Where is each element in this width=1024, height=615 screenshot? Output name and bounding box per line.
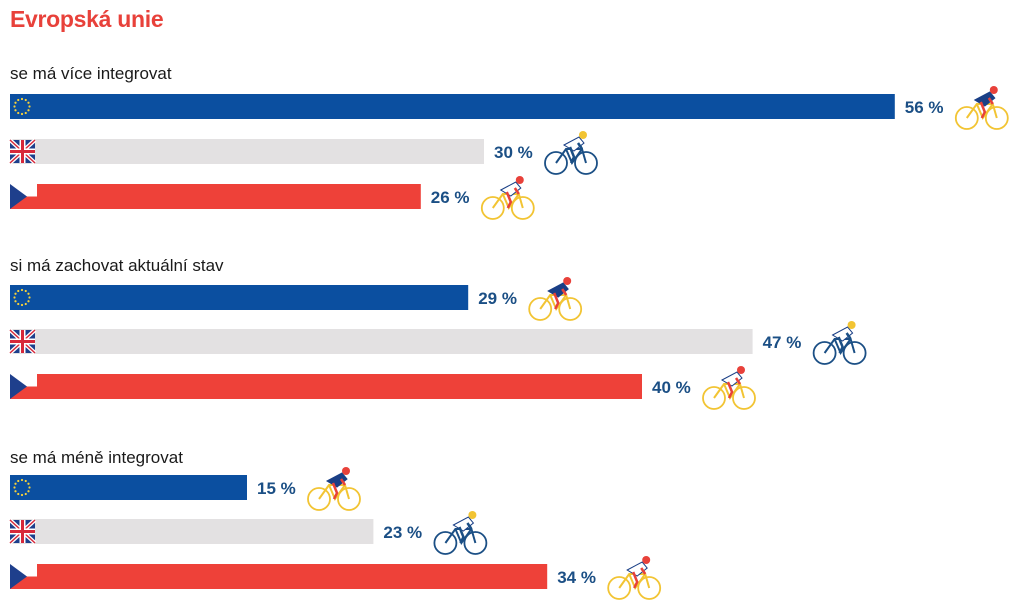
cz-flag-icon — [10, 564, 37, 589]
cz-flag-icon — [10, 184, 37, 209]
bar-uk-group-1 — [10, 139, 484, 164]
bar-cz-group-2 — [10, 374, 642, 399]
data-label: 40 % — [652, 378, 691, 397]
chart-title: Evropská unie — [10, 6, 164, 32]
eu-flag-icon — [13, 97, 31, 116]
cyclist-icon — [528, 277, 583, 321]
data-label: 15 % — [257, 479, 296, 498]
group-label-less-integration: se má méně integrovat — [10, 448, 183, 467]
data-label: 29 % — [478, 289, 517, 308]
data-label: 26 % — [431, 188, 470, 207]
cyclist-icon — [544, 131, 598, 175]
cyclist-icon — [607, 556, 662, 600]
group-label-more-integration: se má více integrovat — [10, 64, 172, 83]
group-label-keep-status: si má zachovat aktuální stav — [10, 256, 224, 275]
cyclist-icon — [812, 321, 867, 365]
data-label: 47 % — [763, 333, 802, 352]
uk-flag-icon — [8, 328, 37, 355]
bar-cz-group-1 — [10, 184, 421, 209]
bar-eu-group-1 — [10, 94, 895, 119]
bar-uk-group-2 — [10, 329, 753, 354]
cyclist-icon — [702, 366, 756, 410]
data-label: 56 % — [905, 98, 944, 117]
eu-flag-icon — [13, 288, 31, 307]
bar-cz-group-3 — [10, 564, 548, 589]
cyclist-icon — [954, 86, 1009, 130]
cyclist-icon — [480, 176, 535, 220]
cz-flag-icon — [10, 374, 37, 399]
eu-flag-icon — [13, 478, 31, 497]
cyclist-icon — [307, 467, 361, 511]
uk-flag-icon — [8, 518, 37, 545]
data-label: 30 % — [494, 143, 533, 162]
cyclist-icon — [433, 511, 488, 555]
uk-flag-icon — [8, 138, 37, 165]
data-label: 23 % — [383, 523, 422, 542]
bar-eu-group-2 — [10, 285, 469, 310]
bar-uk-group-3 — [10, 519, 374, 544]
bar-eu-group-3 — [10, 475, 247, 500]
data-label: 34 % — [557, 568, 596, 587]
